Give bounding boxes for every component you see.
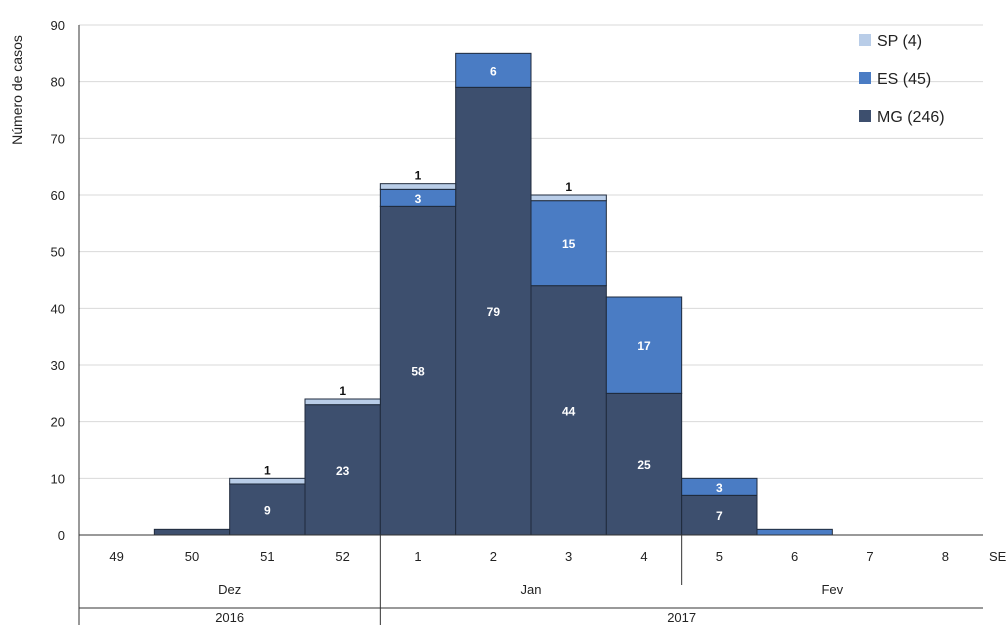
- bar-segment: [530, 285, 607, 536]
- x-tick-label: 8: [942, 549, 949, 564]
- month-label: Fev: [821, 582, 843, 597]
- x-tick-label: 2: [490, 549, 497, 564]
- legend-swatch: [859, 110, 871, 122]
- y-tick-label: 90: [51, 18, 65, 33]
- y-axis-title: Número de casos: [9, 35, 25, 145]
- y-tick-label: 80: [51, 75, 65, 90]
- y-tick-label: 10: [51, 471, 65, 486]
- legend-swatch: [859, 72, 871, 84]
- month-label: Dez: [218, 582, 241, 597]
- data-label: 15: [562, 237, 576, 251]
- data-label: 44: [562, 404, 576, 418]
- legend-label: MG (246): [877, 109, 945, 126]
- data-label: 23: [336, 464, 350, 478]
- x-tick-label: 4: [640, 549, 647, 564]
- data-label: 1: [415, 169, 422, 183]
- year-label: 2017: [667, 610, 696, 625]
- year-label: 2016: [215, 610, 244, 625]
- bar-segment: [304, 404, 381, 536]
- bar-segment: [756, 528, 833, 536]
- x-tick-label: 6: [791, 549, 798, 564]
- data-label: 9: [264, 504, 271, 518]
- y-tick-label: 20: [51, 415, 65, 430]
- x-tick-label: 52: [335, 549, 349, 564]
- bar-segment: [681, 494, 758, 536]
- data-label: 1: [565, 180, 572, 194]
- data-label: 17: [637, 339, 651, 353]
- bar-segment: [681, 477, 758, 496]
- x-tick-label: 7: [866, 549, 873, 564]
- x-tick-label: 3: [565, 549, 572, 564]
- x-tick-label: 5: [716, 549, 723, 564]
- bar-segment: [455, 86, 532, 536]
- x-axis-unit: SE: [989, 549, 1006, 564]
- data-label: 7: [716, 509, 723, 523]
- bar-segment: [605, 392, 683, 536]
- y-tick-label: 60: [51, 188, 65, 203]
- x-tick-label: 51: [260, 549, 274, 564]
- legend-swatch: [859, 34, 871, 46]
- y-tick-label: 0: [58, 528, 65, 543]
- data-label: 79: [487, 305, 501, 319]
- x-tick-label: 1: [414, 549, 421, 564]
- y-tick-label: 30: [51, 358, 65, 373]
- y-tick-label: 50: [51, 245, 65, 260]
- y-tick-label: 40: [51, 301, 65, 316]
- bar-segment: [379, 183, 457, 190]
- legend-label: SP (4): [877, 33, 922, 50]
- bar-segment: [530, 200, 607, 287]
- bar-segment: [153, 528, 231, 536]
- data-label: 1: [264, 463, 271, 477]
- x-tick-label: 49: [109, 549, 123, 564]
- data-label: 1: [339, 384, 346, 398]
- x-tick-label: 50: [185, 549, 199, 564]
- data-label: 6: [490, 64, 497, 78]
- data-label: 3: [716, 481, 723, 495]
- bar-segment: [605, 296, 683, 394]
- bar-segment: [455, 52, 532, 88]
- bar-segment: [304, 398, 381, 406]
- data-label: 3: [415, 192, 422, 206]
- legend-label: ES (45): [877, 71, 931, 88]
- month-label: Jan: [521, 582, 542, 597]
- bar-segment: [229, 477, 306, 485]
- bar-segment: [530, 194, 607, 202]
- y-tick-label: 70: [51, 131, 65, 146]
- data-label: 58: [411, 365, 425, 379]
- data-label: 25: [637, 458, 651, 472]
